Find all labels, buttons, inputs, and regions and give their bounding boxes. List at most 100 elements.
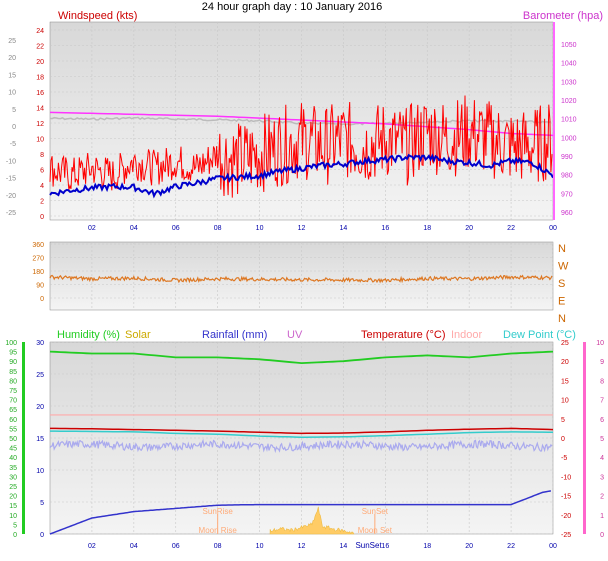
legend-item: Rainfall (mm) (202, 329, 267, 341)
rainfall-tick: 20 (36, 404, 44, 411)
sun-moon-label: SunSet (355, 541, 382, 550)
temp-outer-tick: -5 (10, 141, 16, 148)
average-wind-line (49, 153, 554, 199)
wind-inner-tick: 14 (36, 106, 44, 113)
x-tick: 14 (340, 225, 348, 232)
uv-tick: 7 (600, 398, 604, 405)
temperature-tick: 15 (561, 378, 569, 385)
temp-outer-tick: 20 (8, 55, 16, 62)
rainfall-tick: 5 (40, 500, 44, 507)
temp-outer-tick: -20 (6, 193, 16, 200)
x-tick: 06 (172, 543, 180, 550)
humidity-tick: 60 (9, 417, 17, 424)
x-tick: 08 (214, 543, 222, 550)
uv-tick: 4 (600, 455, 604, 462)
humidity-tick: 75 (9, 388, 17, 395)
direction-tick: 360 (32, 242, 44, 249)
temperature-line (50, 427, 554, 435)
rainfall-tick: 0 (40, 532, 44, 539)
humidity-tick: 100 (5, 340, 17, 347)
legend-item: Solar (125, 329, 151, 341)
uv-tick: 10 (596, 340, 604, 347)
legend-item: Indoor (451, 329, 483, 341)
temperature-tick: 25 (561, 340, 569, 347)
temp-outer-tick: 10 (8, 90, 16, 97)
baro-tick: 1050 (561, 42, 577, 49)
baro-tick: 1010 (561, 117, 577, 124)
rainfall-tick: 10 (36, 468, 44, 475)
humidity-tick: 45 (9, 446, 17, 453)
humidity-tick: 85 (9, 369, 17, 376)
wind-inner-tick: 20 (36, 59, 44, 66)
humidity-tick: 25 (9, 484, 17, 491)
uv-tick: 0 (600, 532, 604, 539)
indoor-humidity-line (49, 438, 553, 454)
wind-inner-tick: 12 (36, 121, 44, 128)
baro-tick: 1030 (561, 79, 577, 86)
wind-inner-tick: 0 (40, 214, 44, 221)
baro-tick: 960 (561, 210, 573, 217)
sun-moon-label: SunSet (362, 507, 389, 516)
wind-inner-tick: 4 (40, 183, 44, 190)
multi-sensor-panel: 1009590858075706560555045403530252015105… (5, 329, 604, 550)
x-tick: 06 (172, 225, 180, 232)
uv-tick: 8 (600, 378, 604, 385)
sun-moon-label: Moon Rise (199, 526, 238, 535)
wind-inner-tick: 10 (36, 137, 44, 144)
legend-item: UV (287, 329, 303, 341)
wind-inner-tick: 2 (40, 199, 44, 206)
humidity-tick: 80 (9, 378, 17, 385)
uv-tick: 2 (600, 494, 604, 501)
compass-label: N (558, 243, 566, 255)
windspeed-panel: Windspeed (kts) Barometer (hpa) 24222018… (6, 10, 603, 232)
windspeed-axis-label: Windspeed (kts) (58, 10, 137, 22)
x-tick: 04 (130, 543, 138, 550)
temperature-tick: 10 (561, 398, 569, 405)
x-tick: 22 (507, 225, 515, 232)
dewpoint-line (50, 430, 553, 438)
sun-moon-label: Moon Set (358, 526, 393, 535)
wind-inner-tick: 24 (36, 28, 44, 35)
x-tick: 12 (298, 225, 306, 232)
uv-tick: 1 (600, 513, 604, 520)
temp-outer-tick: -25 (6, 210, 16, 217)
wind-inner-tick: 22 (36, 44, 44, 51)
humidity-tick: 15 (9, 503, 17, 510)
humidity-tick: 5 (13, 522, 17, 529)
baro-tick: 990 (561, 154, 573, 161)
baro-tick: 970 (561, 191, 573, 198)
humidity-tick: 0 (13, 532, 17, 539)
uv-axis-bar (583, 342, 586, 534)
x-tick: 18 (423, 225, 431, 232)
legend-item: Humidity (%) (57, 329, 120, 341)
x-tick: 02 (88, 543, 96, 550)
humidity-tick: 70 (9, 398, 17, 405)
uv-tick: 9 (600, 359, 604, 366)
sun-moon-label: SunRise (203, 507, 234, 516)
temperature-tick: 20 (561, 359, 569, 366)
wind-inner-tick: 18 (36, 75, 44, 82)
wind-direction-line (49, 274, 553, 284)
rainfall-tick: 30 (36, 340, 44, 347)
direction-tick: 270 (32, 256, 44, 263)
legend-item: Dew Point (°C) (503, 329, 576, 341)
barometer-axis-label: Barometer (hpa) (523, 10, 603, 22)
x-tick: 08 (214, 225, 222, 232)
humidity-tick: 65 (9, 407, 17, 414)
x-tick: 18 (423, 543, 431, 550)
baro-tick: 1020 (561, 98, 577, 105)
uv-tick: 6 (600, 417, 604, 424)
compass-label: S (558, 278, 565, 290)
direction-tick: 180 (32, 269, 44, 276)
rainfall-tick: 15 (36, 436, 44, 443)
humidity-tick: 30 (9, 474, 17, 481)
direction-tick: 0 (40, 296, 44, 303)
x-tick: 12 (298, 543, 306, 550)
humidity-tick: 95 (9, 350, 17, 357)
temp-outer-tick: -15 (6, 176, 16, 183)
uv-tick: 5 (600, 436, 604, 443)
temperature-tick: -25 (561, 532, 571, 539)
x-tick: 02 (88, 225, 96, 232)
humidity-line (49, 350, 554, 365)
humidity-tick: 20 (9, 494, 17, 501)
